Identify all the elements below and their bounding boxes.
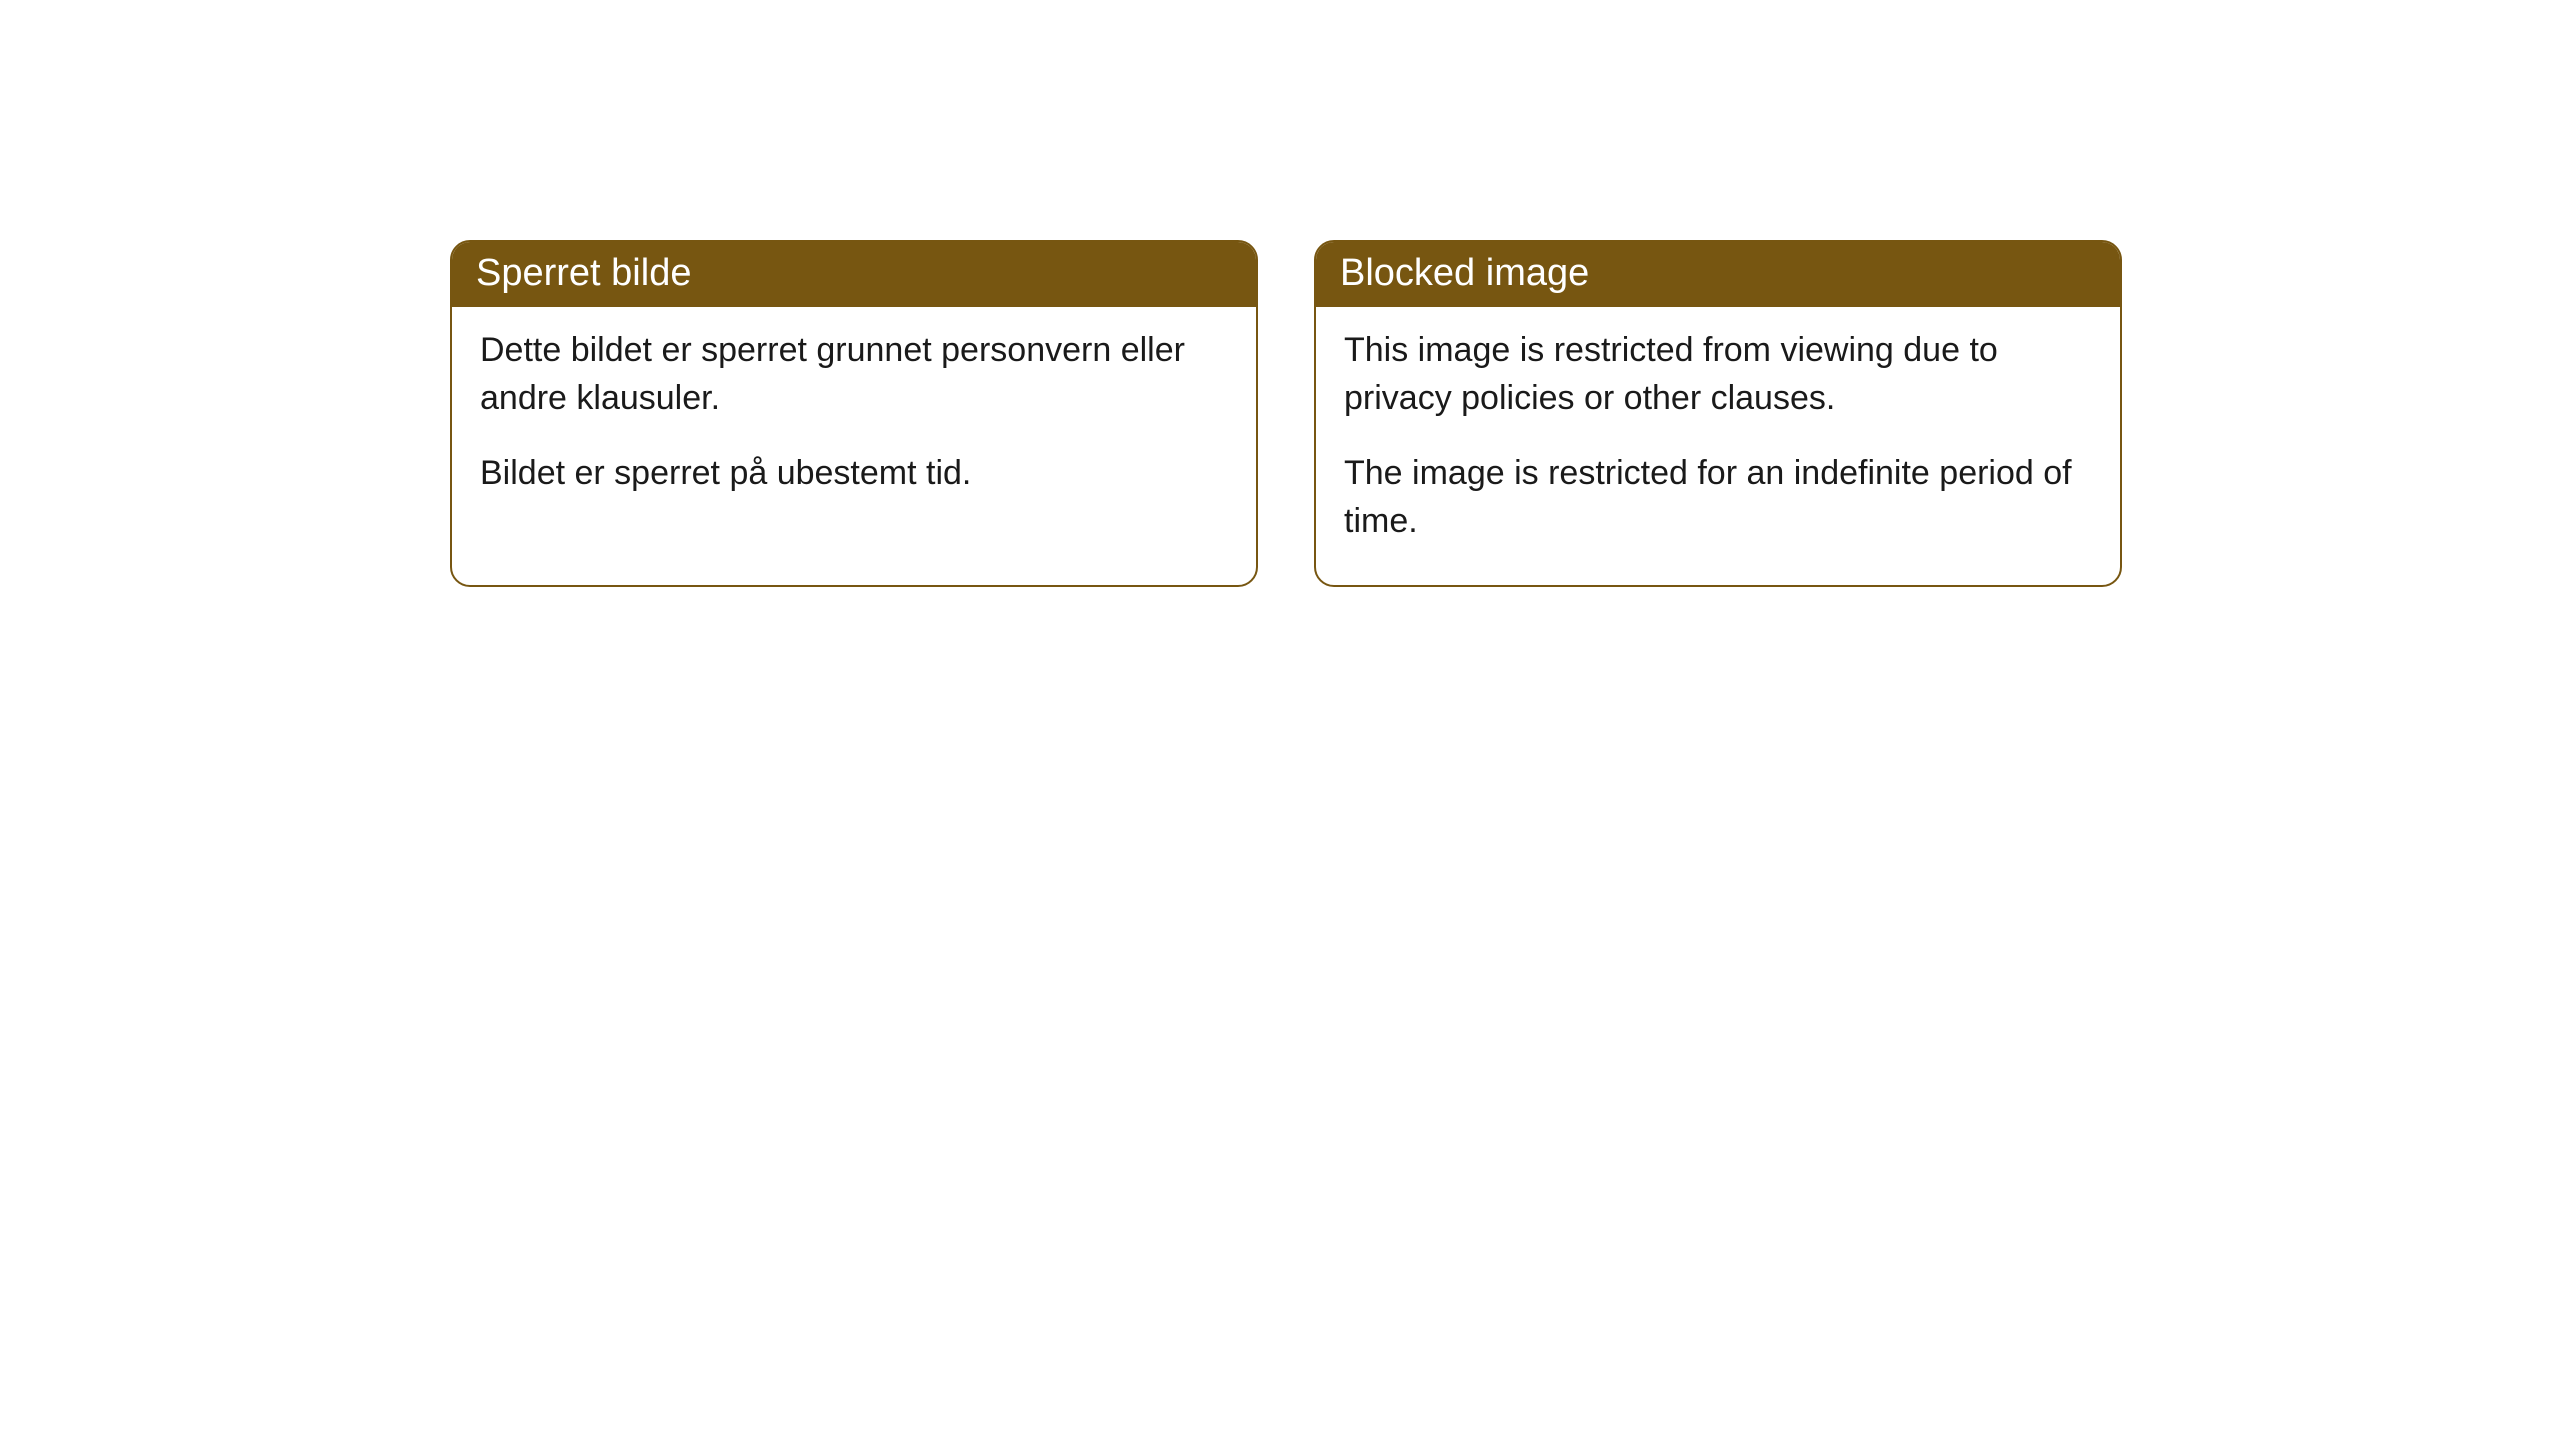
blocked-image-card-no: Sperret bilde Dette bildet er sperret gr…	[450, 240, 1258, 587]
notice-text-no-1: Dette bildet er sperret grunnet personve…	[480, 327, 1228, 422]
card-header-no: Sperret bilde	[452, 242, 1256, 307]
notice-cards-container: Sperret bilde Dette bildet er sperret gr…	[450, 240, 2560, 587]
card-body-en: This image is restricted from viewing du…	[1316, 307, 2120, 585]
card-header-en: Blocked image	[1316, 242, 2120, 307]
blocked-image-card-en: Blocked image This image is restricted f…	[1314, 240, 2122, 587]
notice-text-no-2: Bildet er sperret på ubestemt tid.	[480, 450, 1228, 498]
notice-text-en-1: This image is restricted from viewing du…	[1344, 327, 2092, 422]
card-body-no: Dette bildet er sperret grunnet personve…	[452, 307, 1256, 538]
notice-text-en-2: The image is restricted for an indefinit…	[1344, 450, 2092, 545]
